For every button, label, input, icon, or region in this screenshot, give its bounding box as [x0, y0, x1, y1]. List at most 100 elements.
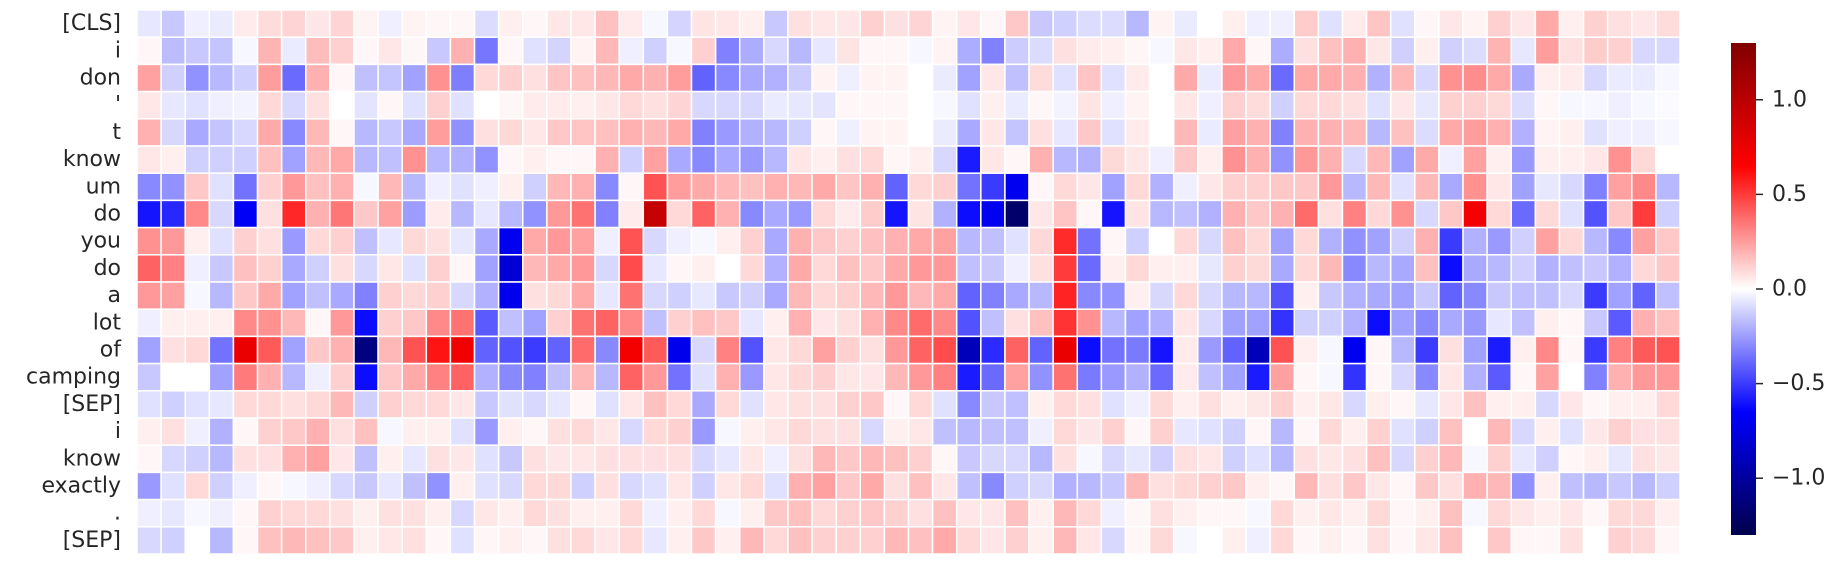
- heatmap-cell: [1004, 63, 1030, 93]
- heatmap-cell: [353, 172, 379, 202]
- heatmap-cell: [787, 226, 813, 256]
- heatmap-cell: [1245, 63, 1271, 93]
- heatmap-cell: [232, 444, 259, 474]
- heatmap-cell: [618, 471, 645, 501]
- heatmap-cell: [980, 172, 1006, 202]
- heatmap-cell: [931, 308, 958, 338]
- heatmap-cell: [787, 199, 813, 229]
- heatmap-cell: [1245, 281, 1271, 310]
- heatmap-cell: [1124, 145, 1151, 174]
- heatmap-cell: [763, 118, 789, 147]
- heatmap-cell: [1317, 444, 1344, 474]
- heatmap-cell: [931, 498, 958, 528]
- heatmap-cell: [787, 118, 813, 147]
- heatmap-cell: [1389, 226, 1416, 256]
- heatmap-cell: [305, 281, 331, 310]
- heatmap-cell: [1341, 417, 1368, 446]
- heatmap-cell: [1438, 417, 1464, 446]
- heatmap-cell: [1028, 390, 1054, 419]
- heatmap-cell: [1221, 335, 1247, 365]
- heatmap-cell: [1341, 118, 1368, 147]
- heatmap-cell: [1558, 498, 1585, 528]
- heatmap-cell: [1414, 471, 1440, 501]
- heatmap-cell: [594, 281, 620, 310]
- heatmap-cell: [787, 145, 813, 174]
- heatmap-cell: [1100, 226, 1127, 256]
- heatmap-cell: [1245, 9, 1271, 38]
- heatmap-cell: [1655, 471, 1681, 501]
- heatmap-cell: [425, 526, 452, 555]
- heatmap-cell: [473, 118, 500, 147]
- heatmap-cell: [305, 390, 331, 419]
- heatmap-cell: [1534, 172, 1561, 202]
- heatmap-cell: [594, 90, 620, 120]
- heatmap-cell: [955, 90, 982, 120]
- heatmap-cell: [955, 254, 982, 283]
- heatmap-cell: [594, 362, 620, 392]
- heatmap-cell: [353, 90, 379, 120]
- heatmap-cell: [160, 199, 186, 229]
- heatmap-cell: [353, 444, 379, 474]
- heatmap-cell: [1534, 9, 1561, 38]
- heatmap-cell: [980, 362, 1006, 392]
- heatmap-cell: [980, 444, 1006, 474]
- heatmap-cell: [1655, 281, 1681, 310]
- row-label: .: [114, 501, 121, 526]
- heatmap-cell: [690, 390, 717, 419]
- heatmap-cell: [353, 526, 379, 555]
- heatmap-cell: [1172, 199, 1199, 229]
- heatmap-cell: [763, 335, 789, 365]
- heatmap-cell: [835, 471, 862, 501]
- heatmap-cell: [787, 417, 813, 446]
- heatmap-cell: [1341, 254, 1368, 283]
- heatmap-cell: [666, 308, 693, 338]
- heatmap-cell: [1558, 90, 1585, 120]
- heatmap-cell: [1389, 417, 1416, 446]
- heatmap-cell: [1510, 362, 1537, 392]
- heatmap-cell: [136, 226, 162, 256]
- heatmap-cell: [1293, 308, 1320, 338]
- heatmap-cell: [1028, 36, 1054, 66]
- heatmap-cell: [1100, 254, 1127, 283]
- heatmap-cell: [1221, 199, 1247, 229]
- heatmap-cell: [1317, 471, 1344, 501]
- heatmap-cell: [1197, 471, 1223, 501]
- heatmap-cell: [1197, 199, 1223, 229]
- heatmap-cell: [1052, 471, 1079, 501]
- heatmap-cell: [1438, 199, 1464, 229]
- heatmap-cell: [1341, 444, 1368, 474]
- heatmap-cell: [714, 172, 741, 202]
- heatmap-cell: [1534, 471, 1561, 501]
- heatmap-cell: [401, 471, 428, 501]
- heatmap-cell: [1221, 471, 1247, 501]
- heatmap-cell: [835, 335, 862, 365]
- heatmap-cell: [329, 172, 355, 202]
- heatmap-cell: [907, 526, 934, 555]
- heatmap-cell: [1100, 90, 1127, 120]
- heatmap-cell: [473, 444, 500, 474]
- heatmap-cell: [1269, 444, 1296, 474]
- heatmap-cell: [1510, 308, 1537, 338]
- heatmap-cell: [160, 90, 186, 120]
- heatmap-cell: [1582, 226, 1609, 256]
- heatmap-cell: [1582, 118, 1609, 147]
- heatmap-cell: [425, 417, 452, 446]
- heatmap-cell: [1582, 417, 1609, 446]
- heatmap-cell: [1076, 145, 1103, 174]
- heatmap-cell: [1004, 254, 1030, 283]
- heatmap-cell: [449, 417, 476, 446]
- heatmap-cell: [1245, 254, 1271, 283]
- heatmap-cell: [1486, 526, 1512, 555]
- heatmap-cell: [714, 145, 741, 174]
- heatmap-cell: [546, 308, 572, 338]
- heatmap-cell: [666, 63, 693, 93]
- heatmap-cell: [256, 63, 283, 93]
- heatmap-cell: [1389, 526, 1416, 555]
- heatmap-cell: [1221, 145, 1247, 174]
- heatmap-cell: [1076, 444, 1103, 474]
- heatmap-cell: [1076, 390, 1103, 419]
- heatmap-cell: [449, 362, 476, 392]
- heatmap-cell: [1004, 471, 1030, 501]
- heatmap-cell: [738, 362, 765, 392]
- heatmap-cell: [594, 498, 620, 528]
